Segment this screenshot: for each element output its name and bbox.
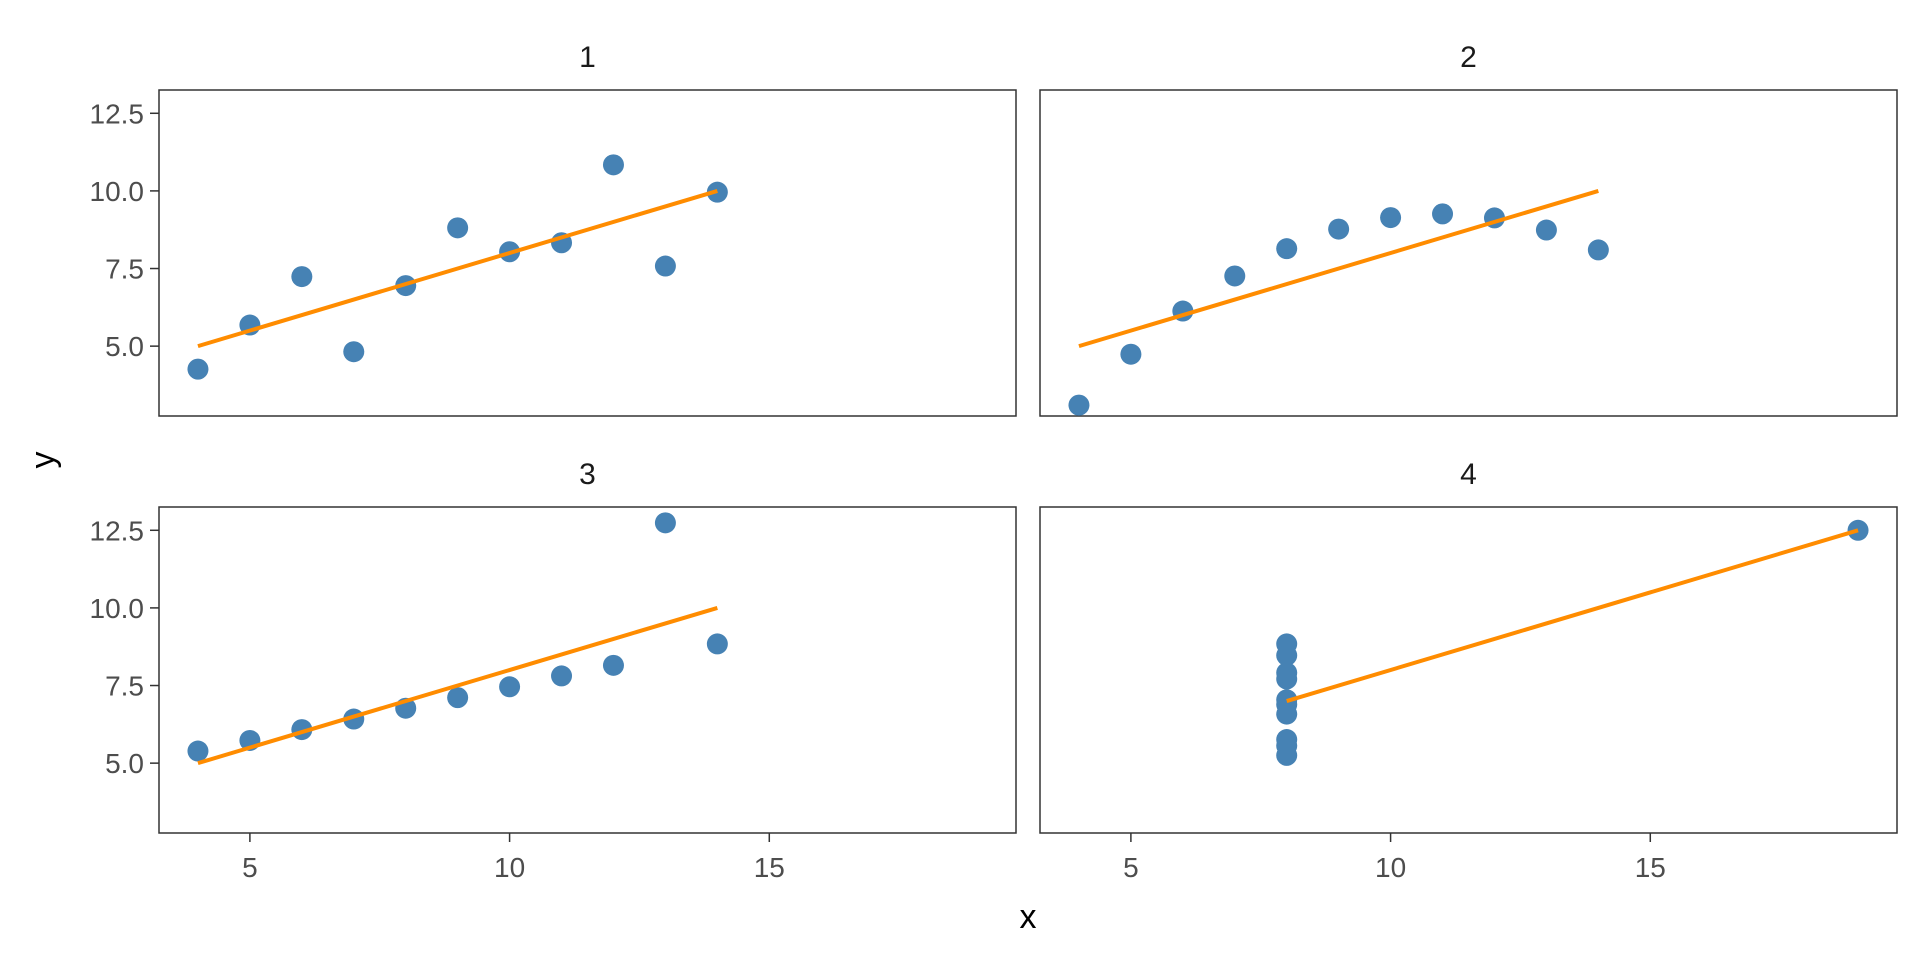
x-tick-label: 5 (242, 852, 258, 883)
panel-1: 1 5.0 7.5 10.0 12.5 (90, 41, 1017, 417)
x-tick-label: 15 (1635, 852, 1666, 883)
panel-2: 2 (1039, 41, 1898, 417)
data-point (1276, 644, 1298, 666)
panel-border (158, 506, 1017, 834)
data-point (291, 266, 313, 288)
data-point (1535, 219, 1557, 241)
data-point (654, 255, 676, 277)
x-tick-label: 10 (1375, 852, 1406, 883)
panel-border (1039, 89, 1898, 417)
x-tick-label: 10 (494, 852, 525, 883)
y-tick-label: 7.5 (105, 671, 144, 702)
data-point (1068, 394, 1090, 416)
data-point (1432, 203, 1454, 225)
y-tick-label: 12.5 (90, 98, 145, 129)
data-point (1328, 218, 1350, 240)
data-point (602, 654, 624, 676)
data-point (499, 676, 521, 698)
y-tick-label: 7.5 (105, 254, 144, 285)
panel-4: 4 5 10 15 (1039, 458, 1898, 883)
data-point (447, 217, 469, 239)
data-point (654, 512, 676, 534)
data-point (1276, 735, 1298, 757)
x-tick-label: 15 (754, 852, 785, 883)
facet-panels: 1 5.0 7.5 10.0 12.5 2 3 5.0 7.5 10.0 12.5 5 10 15 4 5 10… (90, 41, 1898, 883)
fit-line (197, 188, 718, 349)
data-point (1587, 239, 1609, 261)
data-point (1276, 662, 1298, 684)
data-point (706, 633, 728, 655)
y-axis-title: y (24, 452, 62, 469)
panel-title: 2 (1460, 41, 1477, 74)
data-point (447, 687, 469, 709)
y-tick-label: 10.0 (90, 176, 145, 207)
y-tick-label: 10.0 (90, 593, 145, 624)
panel-title: 4 (1460, 458, 1477, 491)
x-tick-label: 5 (1123, 852, 1139, 883)
panel-border (1039, 506, 1898, 834)
data-point (551, 665, 573, 687)
data-point (343, 341, 365, 363)
fit-line (197, 605, 718, 766)
panel-title: 1 (579, 41, 596, 74)
panel-3: 3 5.0 7.5 10.0 12.5 5 10 15 (90, 458, 1017, 883)
x-axis-title: x (1020, 898, 1037, 936)
fit-line (1286, 528, 1859, 703)
y-tick-label: 5.0 (105, 331, 144, 362)
fit-line (1078, 188, 1599, 349)
data-point (1120, 343, 1142, 365)
y-tick-label: 5.0 (105, 748, 144, 779)
data-point (602, 154, 624, 176)
panel-title: 3 (579, 458, 596, 491)
data-point (1224, 265, 1246, 287)
data-point (187, 358, 209, 380)
data-point (187, 740, 209, 762)
panel-border (158, 89, 1017, 417)
data-point (1380, 207, 1402, 229)
data-point (1276, 238, 1298, 260)
y-tick-label: 12.5 (90, 515, 145, 546)
